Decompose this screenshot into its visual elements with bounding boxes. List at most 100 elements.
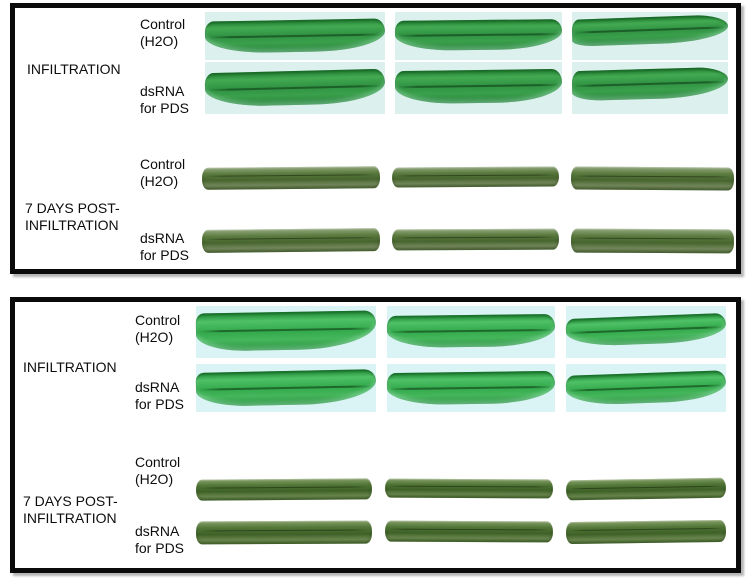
- experiment-panel-2: Control (H2O): [10, 297, 741, 573]
- ink-mark-left: [201, 519, 205, 546]
- ink-mark-right: [360, 21, 363, 49]
- leaf-segment: [571, 66, 729, 102]
- ink-mark-left: [579, 478, 582, 502]
- row-label-line2: for PDS: [140, 246, 190, 263]
- ink-mark-left: [410, 375, 414, 403]
- row-label-line2: (H2O): [140, 172, 179, 189]
- row-label-line1: dsRNA: [135, 379, 180, 395]
- leaf-photo: [570, 226, 735, 254]
- leaf-segment: [386, 313, 556, 349]
- row-label-line1: Control: [135, 454, 181, 470]
- ink-mark-left: [205, 228, 209, 255]
- leaf-segment: [570, 228, 735, 254]
- leaf-segment: [384, 518, 554, 544]
- ink-mark-right: [362, 164, 366, 190]
- ink-mark-right: [367, 313, 371, 346]
- row-label-line1: dsRNA: [140, 230, 185, 246]
- ink-mark-left: [212, 23, 215, 51]
- ink-mark-right: [681, 476, 684, 500]
- leaf-photo: [195, 518, 373, 546]
- row-label-line1: Control: [135, 312, 181, 328]
- ink-mark-left: [391, 518, 395, 543]
- ink-mark-left: [403, 73, 407, 101]
- leaf-photo: [570, 164, 735, 192]
- leaf-photo: [391, 226, 560, 254]
- section-label-line2: INFILTRATION: [23, 509, 117, 526]
- leaf-segment: [571, 14, 729, 47]
- section-label-infiltration: INFILTRATION: [23, 359, 117, 375]
- leaf-segment: [204, 18, 386, 54]
- row-label-dsrna: dsRNA for PDS: [135, 523, 184, 556]
- ink-mark-right: [355, 476, 359, 501]
- row-label-control: Control (H2O): [140, 16, 185, 49]
- leaf-segment: [195, 518, 373, 546]
- leaf-photo: [571, 62, 729, 114]
- ink-mark-right: [716, 69, 719, 95]
- ink-mark-right: [544, 519, 548, 544]
- ink-mark-left: [588, 72, 591, 98]
- ink-mark-right: [357, 371, 360, 400]
- ink-mark-left: [219, 374, 222, 403]
- leaf-photo: [391, 164, 560, 192]
- leaf-photo: [384, 476, 554, 502]
- leaf-photo: [386, 364, 556, 412]
- ink-mark-left: [205, 166, 209, 192]
- ink-mark-left: [201, 477, 205, 502]
- row-label-line1: dsRNA: [135, 523, 180, 539]
- ink-mark-right: [530, 21, 534, 47]
- ink-mark-right: [516, 165, 520, 189]
- leaf-segment: [565, 518, 727, 546]
- leaf-segment: [195, 310, 377, 352]
- ink-mark-left: [234, 315, 238, 348]
- leaf-photo: [565, 476, 727, 502]
- leaf-segment: [565, 476, 727, 502]
- row-label-dsrna: dsRNA for PDS: [140, 230, 189, 263]
- ink-mark-right: [356, 518, 360, 545]
- ink-mark-right: [358, 71, 361, 100]
- ink-mark-left: [574, 320, 577, 344]
- section-label-7days: 7 DAYS POST- INFILTRATION: [25, 200, 120, 233]
- row-label-control: Control (H2O): [140, 156, 185, 189]
- row-label-line1: Control: [140, 156, 186, 172]
- experiment-panel-1: Control (H2O): [10, 3, 741, 274]
- ink-mark-left: [403, 23, 407, 49]
- ink-mark-right: [702, 315, 705, 339]
- leaf-photo: [195, 306, 377, 358]
- leaf-photo: [201, 226, 381, 255]
- leaf-photo: [384, 518, 554, 546]
- ink-mark-right: [547, 226, 551, 251]
- row-label-line2: (H2O): [140, 32, 179, 49]
- leaf-photo: [201, 164, 381, 192]
- leaf-segment: [565, 370, 727, 406]
- leaf-segment: [201, 228, 381, 255]
- row-label-line1: Control: [140, 16, 186, 32]
- ink-mark-right: [707, 373, 710, 399]
- leaf-photo: [565, 364, 727, 412]
- row-label-control: Control (H2O): [135, 454, 180, 487]
- ink-mark-left: [415, 318, 419, 346]
- leaf-segment: [391, 226, 560, 251]
- ink-mark-left: [574, 377, 577, 403]
- row-label-line1: dsRNA: [140, 83, 185, 99]
- ink-mark-left: [580, 164, 584, 191]
- row-label-dsrna: dsRNA for PDS: [135, 379, 184, 412]
- ink-mark-left: [397, 166, 401, 190]
- ink-mark-left: [212, 75, 215, 104]
- leaf-segment: [195, 369, 377, 407]
- section-label-7days: 7 DAYS POST- INFILTRATION: [23, 493, 118, 526]
- section-label-line1: 7 DAYS POST-: [23, 493, 118, 509]
- section-label-line2: INFILTRATION: [25, 216, 119, 233]
- leaf-photo: [565, 518, 727, 546]
- row-label-line2: for PDS: [140, 99, 190, 116]
- leaf-photo: [394, 62, 563, 114]
- leaf-photo: [204, 62, 386, 114]
- ink-mark-right: [545, 373, 549, 401]
- leaf-photo: [565, 306, 727, 358]
- ink-mark-left: [575, 520, 579, 546]
- leaf-segment: [394, 68, 563, 105]
- leaf-photo: [195, 476, 373, 502]
- leaf-photo: [571, 12, 729, 60]
- leaf-segment: [195, 476, 373, 502]
- ink-mark-left: [591, 21, 594, 44]
- ink-mark-right: [707, 518, 711, 544]
